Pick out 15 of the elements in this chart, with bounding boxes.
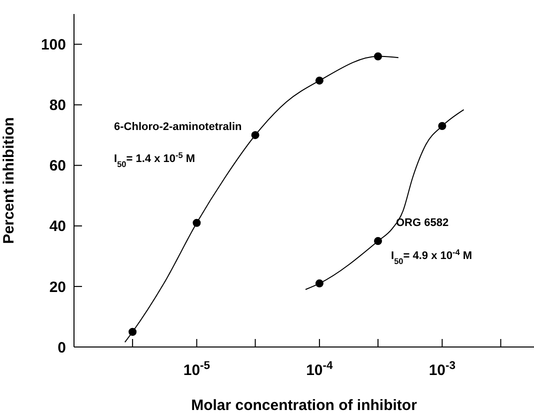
annotation: I$_{50}$= 4.9 x 10$^{-4}$ M [391, 248, 472, 266]
x-tick-label: 10$^{-3}$ [428, 360, 456, 379]
series-label: 6-Chloro-2-aminotetralin [114, 121, 242, 133]
annotation: I$_{50}$= 1.4 x 10$^{-5}$ M [114, 150, 196, 168]
y-tick-label: 40 [49, 218, 66, 236]
series-label: ORG 6582 [396, 217, 449, 229]
x-tick-label: 10$^{-4}$ [306, 360, 334, 379]
x-axis-title: Molar concentration of inhibitor [191, 397, 418, 414]
y-axis-title: Percent inhibition [0, 117, 18, 244]
x-tick-label: 10$^{-5}$ [183, 360, 210, 379]
y-tick-label: 20 [49, 278, 66, 296]
y-tick-label: 60 [49, 158, 66, 175]
y-tick-label: 80 [49, 97, 66, 114]
y-tick-label: 100 [40, 36, 66, 54]
y-tick-label: 0 [58, 339, 66, 356]
